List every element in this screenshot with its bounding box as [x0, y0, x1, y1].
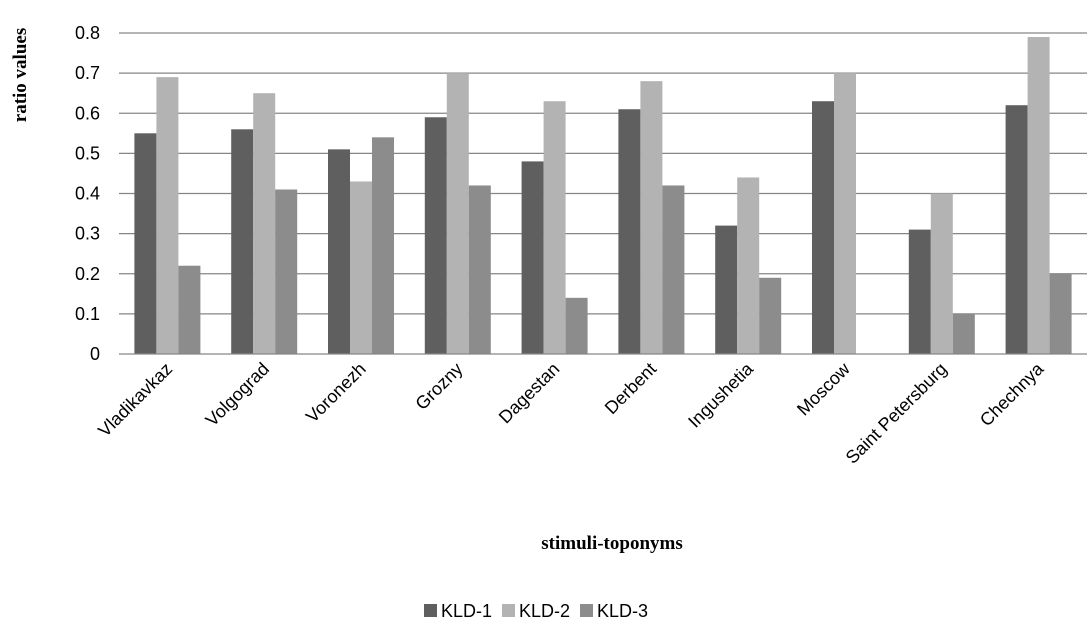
bar-kld-2-voronezh — [350, 181, 372, 354]
legend-swatch — [424, 604, 437, 617]
y-tick-label: 0.3 — [75, 224, 100, 244]
y-tick-label: 0.7 — [75, 63, 100, 83]
bar-kld-2-ingushetia — [737, 177, 760, 354]
bar-kld-1-grozny — [424, 117, 447, 354]
legend-item-kld-1: KLD-1 — [424, 601, 492, 621]
bar-kld-1-chechnya — [1005, 105, 1028, 354]
legend-item-kld-2: KLD-2 — [502, 601, 570, 621]
x-tick-label: Saint Petersburg — [842, 359, 951, 468]
legend-label: KLD-2 — [519, 601, 570, 621]
legend-item-kld-3: KLD-3 — [580, 601, 648, 621]
bar-kld-3-dagestan — [565, 297, 588, 354]
bar-kld-3-voronezh — [372, 137, 394, 354]
bar-kld-2-moscow — [834, 73, 856, 354]
y-tick-label: 0.6 — [75, 103, 100, 123]
bar-kld-2-chechnya — [1027, 37, 1050, 354]
y-tick-label: 0.4 — [75, 184, 100, 204]
x-tick-label: Ingushetia — [684, 358, 758, 432]
y-tick-label: 0.1 — [75, 304, 100, 324]
bar-kld-3-vladikavkaz — [178, 265, 201, 354]
x-tick-label: Voronezh — [302, 359, 370, 427]
bar-kld-1-moscow — [812, 101, 834, 355]
bar-kld-2-derbent — [640, 81, 663, 355]
y-tick-label: 0.5 — [75, 143, 100, 163]
x-tick-label: Moscow — [793, 358, 855, 420]
x-axis-title: stimuli-toponyms — [541, 533, 682, 554]
bars — [134, 37, 1072, 355]
legend-swatch — [502, 604, 515, 617]
x-tick-label: Chechnya — [976, 358, 1048, 430]
legend-label: KLD-3 — [597, 601, 648, 621]
y-tick-label: 0 — [90, 344, 100, 364]
y-tick-label: 0.8 — [75, 23, 100, 43]
bar-kld-2-saint-petersburg — [930, 193, 953, 354]
bar-kld-1-vladikavkaz — [134, 133, 157, 354]
bar-kld-3-saint-petersburg — [952, 313, 975, 354]
x-tick-label: Grozny — [411, 359, 466, 414]
bar-kld-3-ingushetia — [759, 277, 782, 354]
bar-kld-1-dagestan — [521, 161, 544, 354]
legend-label: KLD-1 — [441, 601, 492, 621]
bar-kld-2-dagestan — [543, 101, 566, 355]
bar-kld-2-volgograd — [253, 93, 276, 354]
x-tick-label: Volgograd — [202, 359, 273, 430]
bar-kld-1-voronezh — [328, 149, 350, 354]
legend: KLD-1 KLD-2 KLD-3 — [424, 601, 648, 621]
bar-kld-1-derbent — [618, 109, 641, 354]
x-tick-label: Dagestan — [495, 359, 564, 428]
bar-kld-1-ingushetia — [715, 225, 738, 354]
bar-kld-3-derbent — [662, 185, 685, 354]
bar-kld-1-volgograd — [231, 129, 254, 354]
y-tick-labels: 0 0.1 0.2 0.3 0.4 0.5 0.6 0.7 0.8 — [75, 23, 100, 364]
bar-kld-3-grozny — [468, 185, 491, 354]
x-tick-labels: Vladikavkaz Volgograd Voronezh Grozny Dagest… — [94, 358, 1048, 468]
x-tick-label: Derbent — [601, 359, 660, 418]
bar-kld-3-volgograd — [275, 189, 298, 354]
bar-kld-1-saint-petersburg — [908, 229, 931, 354]
x-tick-label: Vladikavkaz — [94, 359, 176, 441]
bar-kld-2-vladikavkaz — [156, 77, 179, 354]
y-axis-title: ratio values — [10, 28, 31, 122]
bar-kld-2-grozny — [446, 73, 469, 354]
bar-kld-3-chechnya — [1049, 273, 1072, 354]
legend-swatch — [580, 604, 593, 617]
y-tick-label: 0.2 — [75, 264, 100, 284]
